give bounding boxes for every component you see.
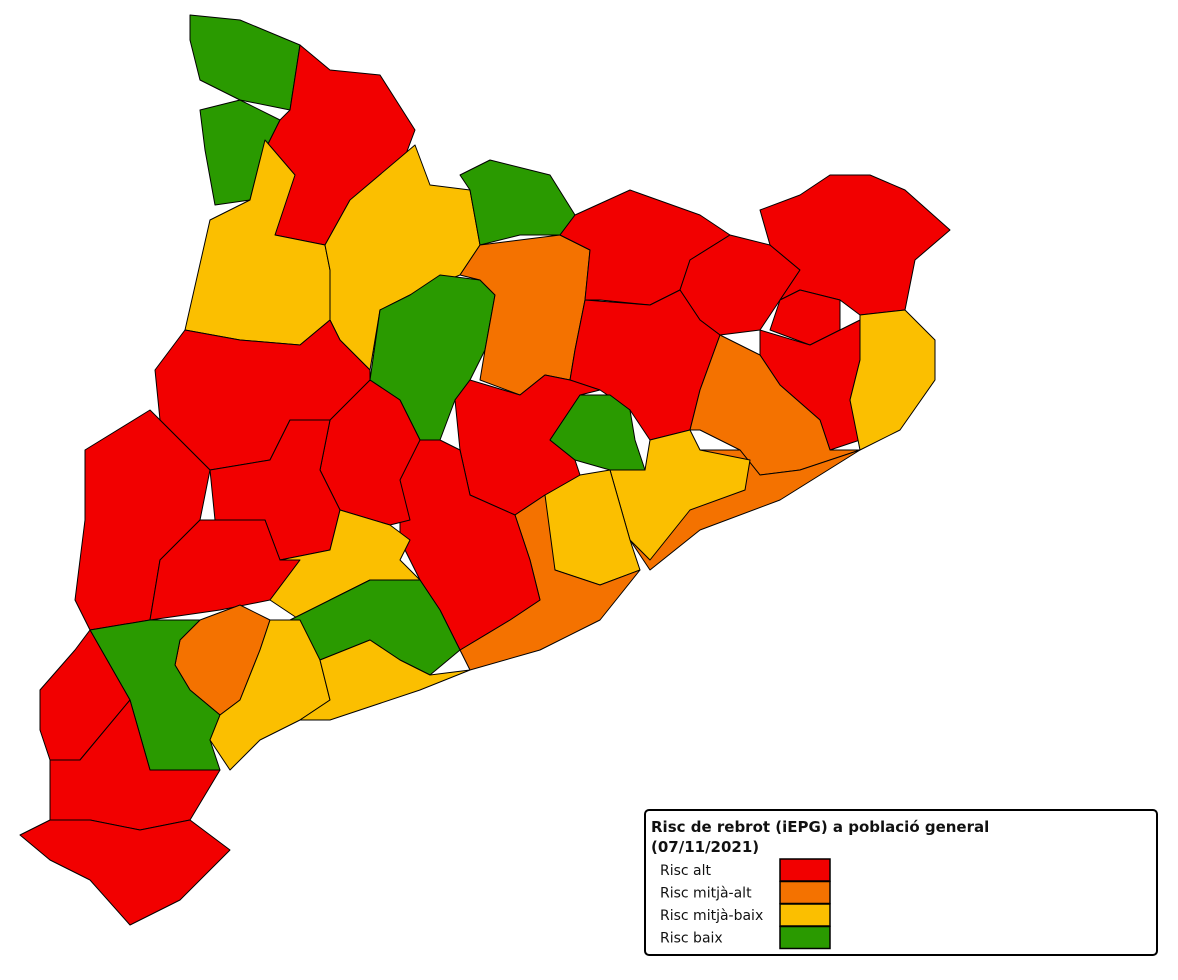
legend-label: Risc mitjà-baix <box>660 908 763 924</box>
region <box>299 639 471 721</box>
legend-label: Risc baix <box>660 931 723 947</box>
regions <box>19 14 951 926</box>
region <box>189 14 301 111</box>
legend-swatch <box>779 925 831 950</box>
region <box>549 394 646 471</box>
legend-label: Risc alt <box>660 863 712 879</box>
region <box>19 819 231 926</box>
legend-date: (07/11/2021) <box>651 838 759 856</box>
legend-swatch <box>779 880 831 905</box>
legend-box <box>644 809 1158 956</box>
legend-label: Risc mitjà-alt <box>660 886 752 902</box>
legend: Risc de rebrot (iEPG) a població general… <box>644 809 1158 956</box>
region <box>459 159 576 246</box>
region <box>759 174 951 316</box>
legend-swatch <box>779 903 831 927</box>
region <box>849 309 936 451</box>
legend-title: Risc de rebrot (iEPG) a població general <box>651 818 989 836</box>
legend-swatch <box>779 858 831 882</box>
